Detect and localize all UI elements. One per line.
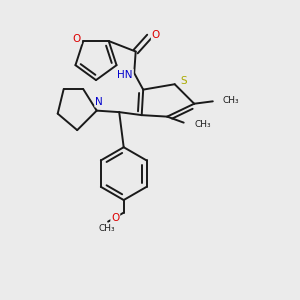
Text: O: O [111,213,119,223]
Text: CH₃: CH₃ [98,224,115,233]
Text: HN: HN [117,70,133,80]
Text: S: S [180,76,187,86]
Text: O: O [73,34,81,44]
Text: O: O [152,30,160,40]
Text: CH₃: CH₃ [194,120,211,129]
Text: N: N [95,97,103,106]
Text: CH₃: CH₃ [222,96,239,105]
